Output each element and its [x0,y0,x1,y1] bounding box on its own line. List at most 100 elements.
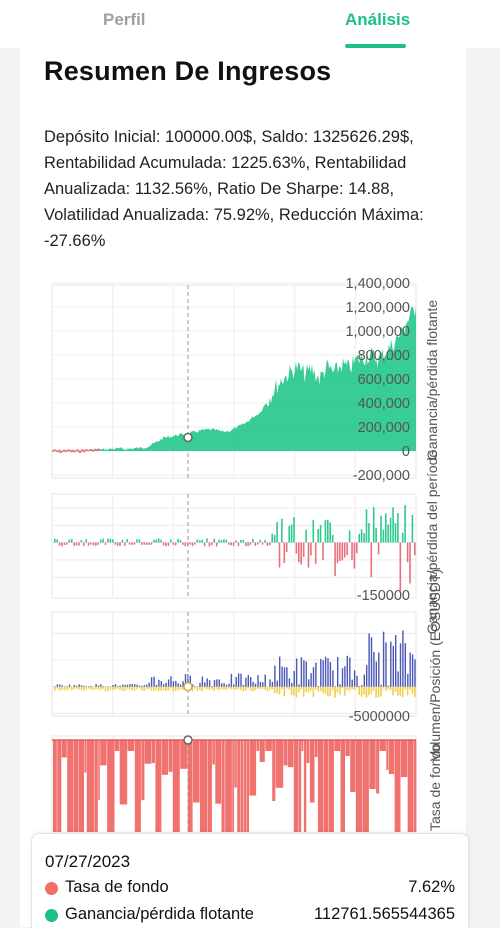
position-bar [223,683,224,686]
period-pnl-bar [373,507,375,542]
funding-rate-bar [380,740,386,751]
volume-bar [233,687,235,690]
tooltip-label-funding: Tasa de fondo [65,878,169,897]
volume-bar [201,687,203,692]
period-pnl-bar [81,540,83,543]
volume-bar [69,687,71,689]
position-bar [81,685,82,686]
period-pnl-bar [390,518,392,543]
volume-bar [342,687,344,689]
period-pnl-bar [105,543,107,545]
position-bar [151,677,152,686]
volume-bar [286,687,288,689]
period-pnl-bar [209,543,211,547]
funding-rate-bar [74,740,78,832]
position-bar [315,663,316,687]
period-pnl-bar [313,520,315,543]
position-bar [100,684,101,686]
volume-bar [119,687,121,690]
volume-bar [291,687,293,695]
pnl-ytick-label: 1,000,000 [345,324,410,340]
funding-rate-gap [272,801,275,832]
volume-bar [117,687,119,689]
volume-bar [158,687,160,691]
funding-rate-bar [232,740,234,832]
period-pnl-bar [158,539,160,543]
period-pnl-bar [131,543,133,545]
volume-bar [257,687,259,689]
volume-bar [131,687,133,691]
volume-bar [197,687,199,691]
pnl-ytick-label: 800,000 [358,348,410,364]
period-pnl-bar [412,515,414,543]
period-pnl-bar [189,543,191,545]
funding-rate-bar [225,740,232,832]
position-bar [272,682,273,687]
funding-rate-gap [386,770,388,832]
funding-rate-gap [334,751,340,832]
volume-bar [124,687,126,691]
position-bar [402,631,403,687]
position-bar [129,684,130,687]
volume-bar [156,687,158,691]
volume-bar [269,687,271,690]
position-bar [265,675,266,687]
funding-rate-bar [98,740,100,800]
funding-rate-bar [369,740,375,789]
funding-rate-gap [260,762,265,832]
funding-legend-dot [45,882,58,895]
volume-bar [71,687,73,691]
position-bar [378,653,379,687]
position-bar [281,667,282,687]
position-bar [347,656,348,687]
position-bar [279,657,280,687]
position-bar [74,685,75,687]
funding-rate-gap [257,751,260,832]
position-bar [395,635,396,687]
funding-rate-bar [87,740,94,832]
period-pnl-bar [233,543,235,546]
volume-bar [151,687,153,691]
funding-rate-gap [162,775,168,832]
position-bar [120,686,121,687]
pnl-ytick-label: 0 [402,444,410,460]
funding-rate-bar [260,740,265,762]
position-bar [359,686,360,687]
period-pnl-bar [59,543,61,546]
volume-bar [54,687,56,691]
position-bar [339,684,340,686]
position-bar [76,686,77,687]
period-pnl-bar [271,534,273,543]
volume-bar [226,687,228,691]
period-pnl-bar [387,525,389,543]
position-bar [397,671,398,686]
funding-rate-bar [345,740,349,756]
period-pnl-bar [310,543,312,556]
period-pnl-bar [100,540,102,543]
funding-rate-bar [169,740,173,772]
position-bar [255,684,256,687]
position-bar [390,642,391,687]
period-pnl-bar [107,539,109,543]
period-pnl-bar [134,543,136,545]
position-bar [410,653,411,687]
period-pnl-bar [119,543,121,546]
period-pnl-bar [85,539,87,542]
crosshair-point-funding [184,736,192,744]
volume-bar [317,687,319,692]
period-pnl-bar [54,539,56,543]
period-pnl-bar [303,543,305,557]
volume-bar [177,687,179,691]
volume-bar [400,687,402,696]
period-pnl-bar [385,513,387,542]
period-pnl-bar [122,540,124,543]
volume-bar [383,687,385,689]
position-bar [199,683,200,687]
volume-bar [267,687,269,692]
position-bar [364,675,365,687]
funding-rate-gap [376,794,379,833]
position-bar [214,680,215,687]
tooltip-row-floating-pnl: Ganancia/pérdida flotante 112761.5655443… [45,905,455,927]
position-bar [83,686,84,687]
